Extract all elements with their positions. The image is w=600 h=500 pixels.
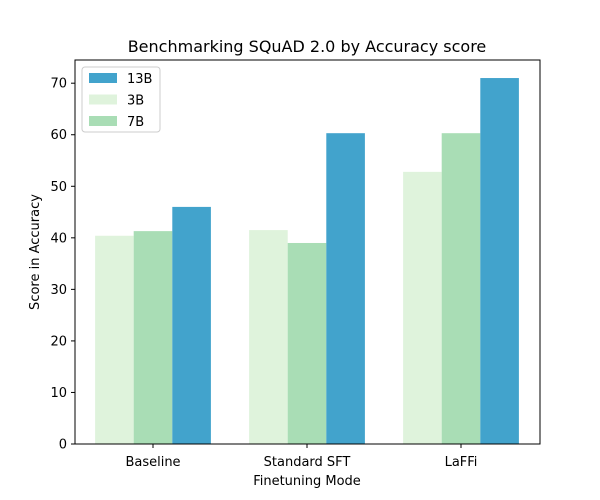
bar-13b-laffi (480, 78, 519, 444)
x-axis-label: Finetuning Mode (253, 474, 361, 489)
bar-3b-standard-sft (249, 230, 288, 444)
legend-label-7b: 7B (127, 115, 144, 130)
bar-7b-baseline (133, 231, 173, 444)
legend-frame (81, 66, 161, 133)
bars-group (95, 78, 519, 444)
legend-swatch-13b (89, 73, 117, 83)
y-tick-label: 10 (50, 386, 67, 401)
y-axis-label: Score in Accuracy (28, 194, 43, 310)
y-tick-label: 0 (59, 438, 67, 453)
y-tick-label: 40 (50, 231, 67, 246)
x-tick-label: Standard SFT (264, 455, 351, 470)
bar-13b-baseline (172, 206, 211, 444)
y-tick-label: 50 (50, 180, 67, 195)
x-tick-label: LaFFi (445, 455, 478, 470)
bar-7b-standard-sft (287, 242, 327, 444)
bar-3b-laffi (403, 171, 442, 444)
axes-group: 0 10 20 30 40 50 60 70 Baseline Standard SFT LaFFi (50, 59, 541, 470)
x-tick-label: Baseline (125, 455, 180, 470)
legend: 13B 3B 7B (81, 66, 161, 133)
y-tick-label: 70 (50, 77, 67, 92)
legend-label-3b: 3B (127, 94, 144, 109)
legend-swatch-7b (89, 116, 117, 126)
legend-label-13b: 13B (127, 72, 152, 87)
legend-swatch-3b (89, 94, 117, 105)
bar-3b-baseline (95, 235, 134, 444)
bar-13b-standard-sft (326, 133, 365, 444)
y-tick-label: 30 (50, 283, 67, 298)
bar-7b-laffi (441, 133, 481, 444)
chart-title: Benchmarking SQuAD 2.0 by Accuracy score (128, 37, 487, 56)
y-tick-label: 60 (50, 128, 67, 143)
y-tick-label: 20 (50, 334, 67, 349)
